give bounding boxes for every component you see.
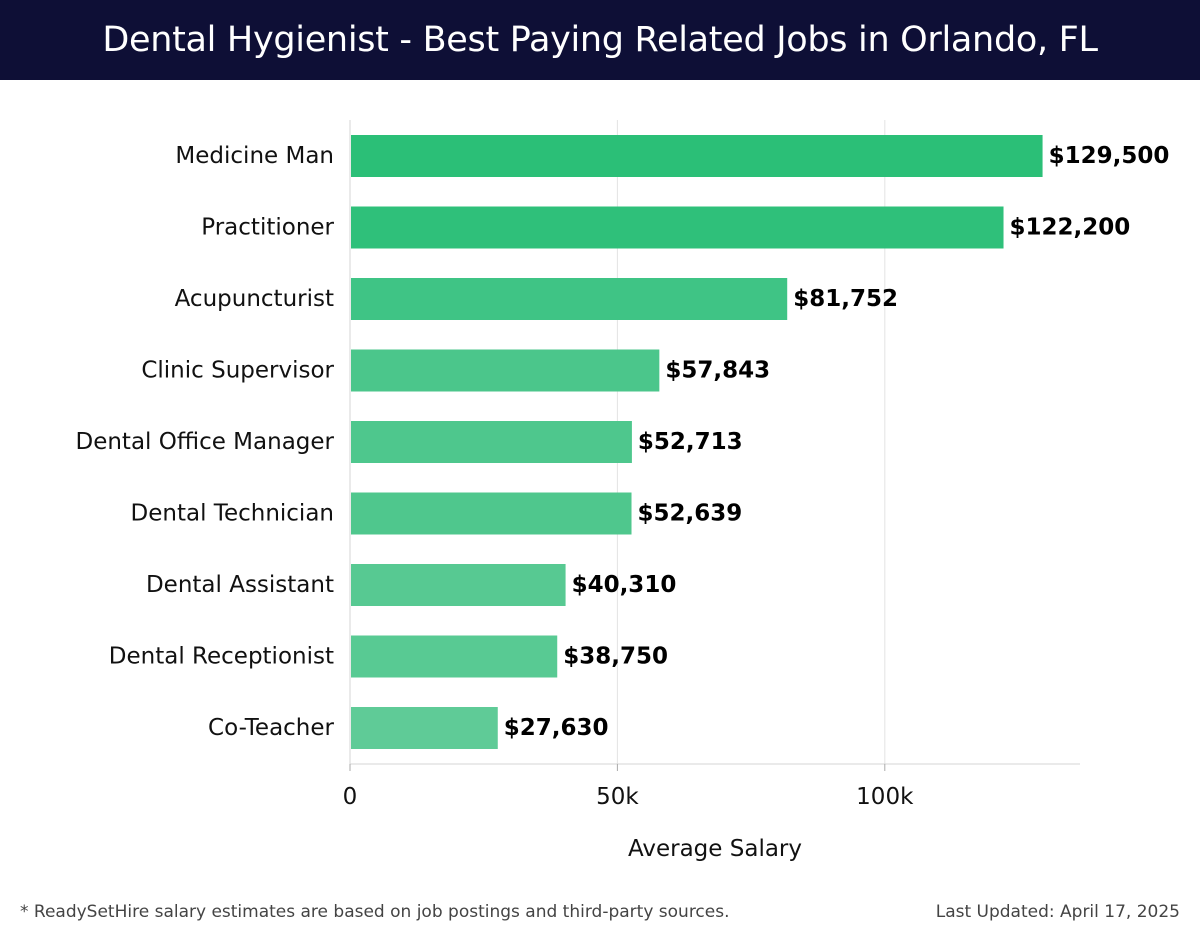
chart-header: Dental Hygienist - Best Paying Related J… [0, 0, 1200, 80]
bar [351, 349, 660, 392]
category-label: Dental Technician [131, 501, 334, 527]
x-tick-label: 100k [856, 784, 914, 810]
category-label: Dental Assistant [146, 572, 334, 598]
value-label: $38,750 [563, 644, 668, 670]
category-label: Medicine Man [175, 143, 334, 169]
value-label: $81,752 [793, 286, 898, 312]
bar [351, 135, 1043, 177]
category-label: Co-Teacher [208, 715, 335, 741]
value-label: $27,630 [504, 715, 609, 741]
value-label: $122,200 [1010, 215, 1131, 241]
bar [351, 492, 632, 535]
bar [351, 206, 1004, 249]
value-label: $52,713 [638, 429, 743, 455]
salary-bar-chart: Medicine Man $129,500 Practitioner $122,200… [75, 120, 1170, 862]
value-label: $129,500 [1049, 143, 1170, 169]
category-label: Dental Office Manager [75, 429, 334, 455]
category-label: Dental Receptionist [109, 644, 334, 670]
value-label: $52,639 [638, 501, 743, 527]
value-label: $57,843 [665, 358, 770, 384]
bar [351, 564, 566, 606]
bar [351, 635, 558, 678]
category-label: Practitioner [201, 215, 334, 241]
bar [351, 707, 498, 749]
category-label: Acupuncturist [175, 286, 334, 312]
chart-title: Dental Hygienist - Best Paying Related J… [102, 20, 1098, 60]
x-tick-label: 0 [343, 784, 358, 810]
footer-last-updated: Last Updated: April 17, 2025 [935, 902, 1180, 922]
footer-disclaimer: * ReadySetHire salary estimates are base… [20, 902, 730, 922]
x-tick-label: 50k [596, 784, 639, 810]
value-label: $40,310 [572, 572, 677, 598]
bar [351, 421, 632, 463]
category-label: Clinic Supervisor [141, 358, 334, 384]
bar [351, 278, 788, 320]
x-axis-title: Average Salary [628, 836, 802, 862]
